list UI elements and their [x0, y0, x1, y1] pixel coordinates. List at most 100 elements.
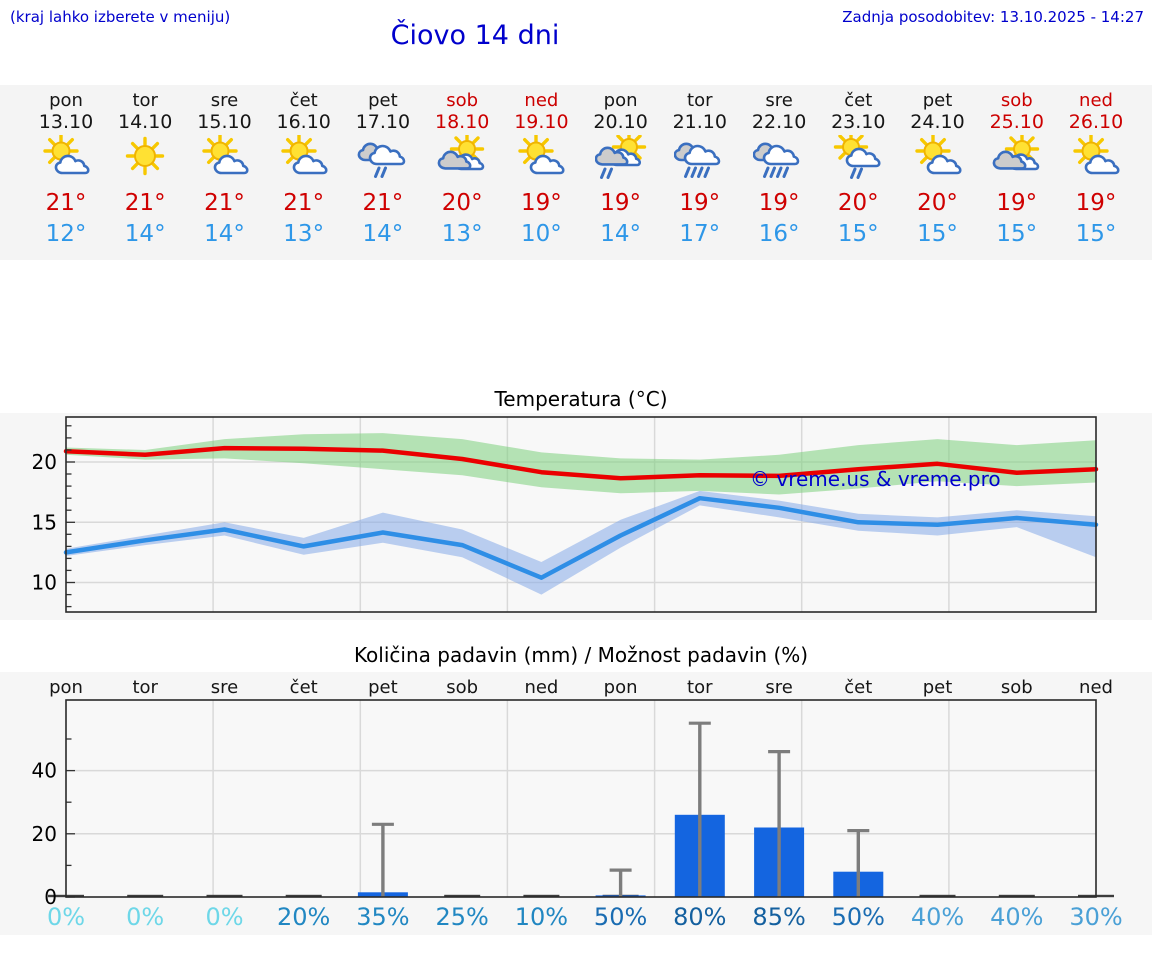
sun-cloud-icon [265, 135, 343, 183]
zero-bar [285, 894, 322, 898]
sun-graycloud-icon [978, 135, 1056, 183]
precip-ytick: 0 [44, 885, 57, 909]
precip-probability: 80% [673, 903, 726, 931]
day-column: tor 14.10 21° 14° [106, 90, 184, 249]
day-date: 17.10 [355, 111, 411, 133]
day-date: 15.10 [197, 111, 252, 133]
temp-ytick: 10 [32, 571, 57, 595]
low-temp: 15° [837, 221, 879, 247]
day-date: 25.10 [989, 111, 1044, 133]
day-date: 22.10 [751, 111, 807, 133]
sun-cloud-icon [899, 135, 977, 183]
day-column: pon 20.10 19° 14° [582, 90, 660, 249]
day-label: pet [368, 677, 398, 698]
high-temp: 21° [45, 190, 87, 216]
day-date: 21.10 [672, 111, 727, 133]
sun-graycloud-icon [423, 135, 501, 183]
precip-probability: 35% [356, 903, 409, 931]
high-temp: 19° [758, 190, 800, 216]
day-date: 20.10 [593, 111, 648, 133]
day-label: sob [446, 677, 478, 698]
precip-ytick: 20 [32, 822, 57, 846]
menu-hint: (kraj lahko izberete v meniju) [10, 8, 231, 26]
sun-graycloud-rain-icon [582, 135, 660, 183]
high-temp: 21° [283, 190, 325, 216]
low-temp: 16° [758, 221, 800, 247]
high-temp: 20° [441, 190, 483, 216]
precip-probability: 0% [205, 903, 243, 931]
precip-probability: 50% [832, 903, 885, 931]
day-label: ned [1079, 677, 1113, 698]
high-temp: 21° [362, 190, 404, 216]
sun-cloud-icon [186, 135, 264, 183]
low-temp: 12° [45, 221, 87, 247]
precip-probability: 0% [126, 903, 164, 931]
high-temp: 20° [917, 190, 958, 216]
high-temp: 21° [124, 190, 166, 216]
day-date: 24.10 [910, 111, 965, 133]
low-temp: 13° [441, 221, 483, 247]
temp-chart: 10 15 20 © vreme.us & vreme.pro [32, 416, 1099, 613]
low-temp: 14° [204, 221, 245, 247]
low-temp: 15° [917, 221, 958, 247]
zero-bar [206, 894, 243, 898]
day-label: sre [211, 677, 238, 698]
day-date: 26.10 [1068, 111, 1124, 133]
day-column: sob 18.10 20° 13° [423, 90, 501, 249]
day-column: tor 21.10 19° 17° [661, 90, 739, 249]
day-column: ned 26.10 19° 15° [1057, 90, 1135, 249]
rain-heavy-icon [740, 135, 818, 183]
day-label: sob [1001, 677, 1033, 698]
sun-cloud-icon [27, 135, 105, 183]
precip-chart-panel: pon tor sre čet pet sob ned pon tor sre čet pet sob n… [0, 672, 1152, 935]
day-label: pon [49, 677, 83, 698]
day-date: 14.10 [117, 111, 173, 133]
high-temp: 19° [679, 190, 721, 216]
day-name: ned [524, 90, 559, 111]
day-column: čet 16.10 21° 13° [265, 90, 343, 249]
day-column: čet 23.10 20° 15° [819, 90, 897, 249]
day-label: pet [923, 677, 953, 698]
precip-ytick: 40 [32, 759, 57, 783]
forecast-strip: pon 13.10 21° 12° tor 14.10 21° 14° sre 15.10 21° 1… [0, 85, 1152, 260]
zero-bar [919, 894, 956, 898]
day-column: ned 19.10 19° 10° [502, 90, 580, 249]
last-updated: Zadnja posodobitev: 13.10.2025 - 14:27 [842, 8, 1144, 26]
day-name: sre [765, 90, 793, 111]
day-label: pon [604, 677, 638, 698]
temp-line-min [63, 495, 1099, 580]
precip-chart: pon tor sre čet pet sob ned pon tor sre čet pet sob n… [32, 677, 1123, 931]
day-column: sre 22.10 19° 16° [740, 90, 818, 249]
rain-heavy-icon [661, 135, 739, 183]
zero-bar [127, 894, 164, 898]
precip-chart-title: Količina padavin (mm) / Možnost padavin … [353, 643, 809, 667]
precip-probability: 30% [1069, 903, 1122, 931]
low-temp: 10° [521, 221, 562, 247]
high-temp: 19° [600, 190, 641, 216]
sun-cloud-icon [502, 135, 580, 183]
day-name: pon [49, 90, 83, 111]
high-temp: 19° [1075, 190, 1117, 216]
high-temp: 19° [996, 190, 1038, 216]
precip-probability: 25% [436, 903, 489, 931]
low-temp: 13° [283, 221, 325, 247]
precip-probability: 40% [911, 903, 964, 931]
low-temp: 15° [996, 221, 1038, 247]
precip-probability: 40% [990, 903, 1043, 931]
temp-chart-title: Temperatura (°C) [494, 387, 668, 411]
low-temp: 14° [600, 221, 641, 247]
low-temp: 15° [1075, 221, 1117, 247]
day-label: tor [687, 677, 713, 698]
high-temp: 19° [521, 190, 562, 216]
day-date: 18.10 [434, 111, 490, 133]
day-name: sob [446, 90, 479, 111]
temp-ytick: 15 [32, 510, 57, 534]
sun-icon [106, 135, 184, 183]
precip-probability: 0% [47, 903, 85, 931]
day-column: sre 15.10 21° 14° [186, 90, 264, 249]
rain-icon [344, 135, 422, 183]
high-temp: 21° [204, 190, 245, 216]
day-label: sre [765, 677, 792, 698]
day-name: čet [844, 90, 873, 111]
sun-cloud-rain-icon [819, 135, 897, 183]
